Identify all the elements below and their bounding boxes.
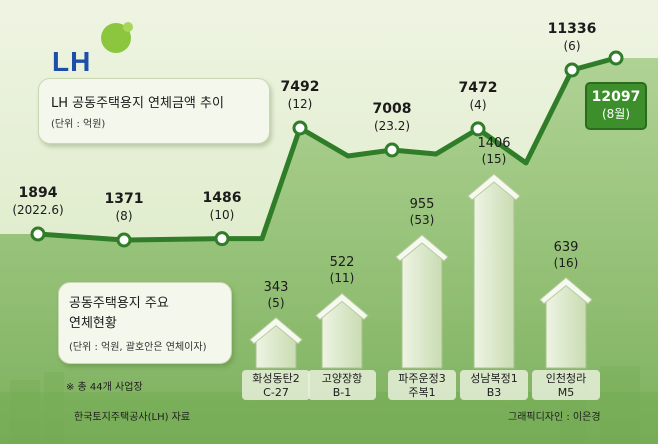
line-value-4: 7008 [372,101,412,117]
bar-category-line2-1: B-1 [332,386,352,399]
line-value-3: 7492 [280,79,320,95]
bar-value-4: 639 [553,239,579,255]
designer-credit: 그래픽디자인 : 이은경 [508,412,601,423]
category-pill-3 [460,370,528,400]
bar-value-3: 1406 [477,136,511,151]
logo-drop-icon [101,22,133,53]
chart-unit: (단위 : 억원) [51,119,106,130]
category-pill-1 [308,370,376,400]
bar-interest-2: (53) [409,212,435,227]
line-sub-6: (6) [563,39,581,53]
line-point-6 [564,62,580,78]
bar-house-4 [539,276,593,369]
line-value-1: 1371 [104,191,144,207]
source-credit: 한국토지주택공사(LH) 자료 [74,412,191,423]
bar-house-1 [315,292,369,369]
bar-house-0 [249,316,303,369]
latest-value-callout: 12097 (8월) [585,82,647,130]
bar-category-line1-2: 파주운정3 [398,372,446,385]
bar-interest-0: (5) [267,295,285,310]
callout-sub: (8월) [601,107,631,121]
category-pill-0 [242,370,310,400]
line-point-3 [292,120,308,136]
subchart-title-line1: 공동주택용지 주요 [69,296,169,311]
bar-value-0: 343 [263,279,289,295]
title-box: LH 공동주택용지 연체금액 추이 (단위 : 억원) [38,78,270,144]
bar-house-3 [467,173,521,369]
bar-category-line1-4: 인천청라 [545,372,587,385]
bar-category-line2-4: M5 [557,386,575,399]
bar-value-1: 522 [329,255,355,271]
note-total-sites: ※ 총 44개 사업장 [66,382,143,393]
category-pill-4 [532,370,600,400]
line-point-2 [214,231,230,247]
line-sub-5: (4) [469,97,487,112]
line-value-0: 1894 [18,185,58,201]
line-point-5 [470,121,486,137]
chart-title: LH 공동주택용지 연체금액 추이 [51,96,224,111]
bar-category-line2-0: C-27 [263,386,289,399]
bar-category-line1-0: 화성동탄2 [252,372,300,385]
line-point-7 [608,50,624,66]
line-sub-4: (23.2) [373,119,411,133]
subchart-title-line2: 연체현황 [69,316,117,331]
line-point-1 [116,232,132,248]
line-point-0 [30,226,46,242]
subchart-unit: (단위 : 억원, 괄호안은 연체이자) [69,342,207,353]
bar-category-line1-3: 성남복정1 [470,372,518,385]
line-sub-2: (10) [209,207,235,222]
trend-line [37,55,617,243]
line-sub-0: (2022.6) [12,203,64,217]
bar-interest-1: (11) [329,271,355,286]
line-value-2: 1486 [202,189,242,206]
bar-category-line2-2: 주복1 [408,386,436,399]
line-value-5: 7472 [458,79,498,96]
bar-value-2: 955 [409,196,435,212]
category-pill-2 [388,370,456,400]
bar-interest-4: (16) [553,255,579,270]
line-point-4 [384,142,400,158]
bar-category-line2-3: B3 [486,386,502,399]
bar-category-line1-1: 고양장항 [321,372,363,385]
logo-text: LH [52,46,92,77]
callout-value: 12097 [591,89,641,105]
subchart-box: 공동주택용지 주요 연체현황 (단위 : 억원, 괄호안은 연체이자) [58,282,232,364]
line-sub-1: (8) [115,209,133,223]
line-sub-3: (12) [287,97,313,111]
bar-interest-3: (15) [481,152,507,166]
line-value-6: 11336 [547,21,597,37]
bar-house-2 [395,234,449,369]
